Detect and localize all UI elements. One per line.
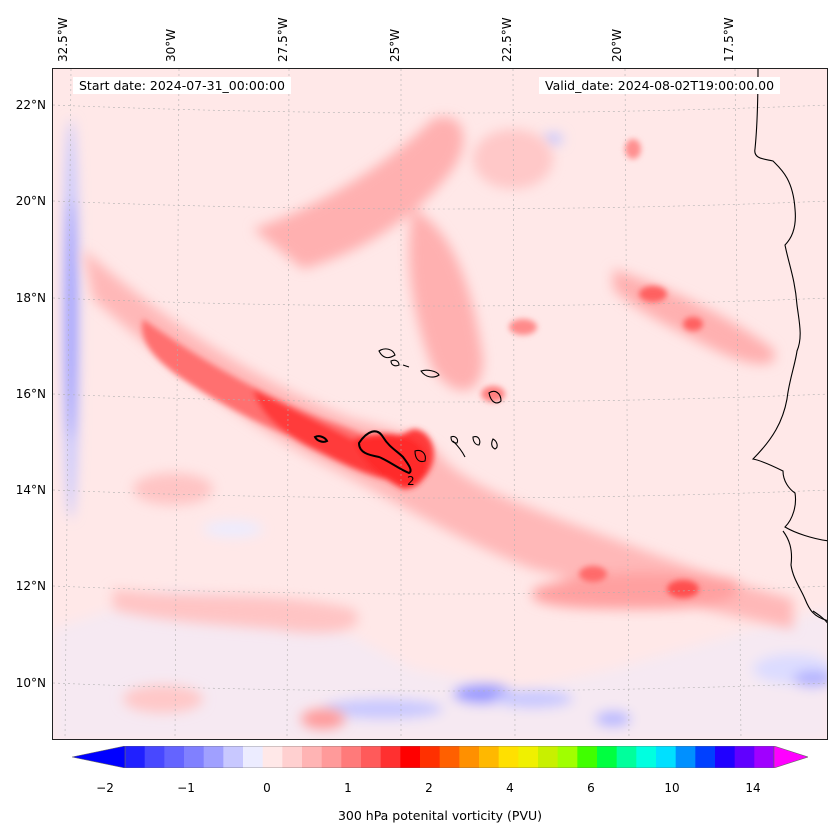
lon-label-22-5w: 22.5°W	[500, 17, 514, 62]
graticule	[53, 69, 827, 739]
lat-label-22n: 22°N	[15, 98, 46, 112]
contour-label: 2	[407, 474, 415, 488]
colorbar-min-arrow	[72, 746, 126, 768]
colorbar-cell	[577, 746, 598, 768]
colorbar-cell	[203, 746, 224, 768]
pv-mid-regions	[83, 117, 793, 729]
colorbar-cell	[538, 746, 559, 768]
colorbar-cell	[164, 746, 185, 768]
colorbar-cell	[459, 746, 480, 768]
pv-high-regions	[142, 139, 703, 598]
colorbar-cell	[400, 746, 421, 768]
colorbar-cell	[715, 746, 736, 768]
colorbar-cell	[184, 746, 205, 768]
lat-label-10n: 10°N	[15, 676, 46, 690]
colorbar-cell	[754, 746, 775, 768]
colorbar-cell	[616, 746, 637, 768]
colorbar-max-arrow	[773, 746, 808, 768]
colorbar-cell	[498, 746, 519, 768]
colorbar-cells	[124, 746, 775, 768]
colorbar-tick-2: 2	[425, 781, 433, 795]
colorbar-tick-10: 10	[664, 781, 680, 795]
lon-label-17-5w: 17.5°W	[722, 17, 736, 62]
colorbar-cell	[734, 746, 755, 768]
colorbar-cell	[420, 746, 441, 768]
lon-label-32-5w: 32.5°W	[56, 17, 70, 62]
map-panel: 2	[52, 68, 828, 740]
colorbar-cell	[341, 746, 362, 768]
colorbar-cell	[439, 746, 460, 768]
colorbar-cell	[636, 746, 657, 768]
lat-label-20n: 20°N	[15, 194, 46, 208]
lon-label-27-5w: 27.5°W	[276, 17, 290, 62]
pv-contour-2	[313, 430, 412, 475]
colorbar-tick-14: 14	[745, 781, 761, 795]
colorbar-cell	[695, 746, 716, 768]
colorbar-label: 300 hPa potenital vorticity (PVU)	[337, 808, 543, 823]
lat-label-12n: 12°N	[15, 579, 46, 593]
lon-label-30w: 30°W	[164, 28, 178, 62]
colorbar-cell	[262, 746, 283, 768]
lon-label-20w: 20°W	[610, 28, 624, 62]
colorbar-cell	[302, 746, 323, 768]
colorbar-tick-4: 4	[506, 781, 514, 795]
colorbar-cell	[656, 746, 677, 768]
start-date-label: Start date: 2024-07-31_00:00:00	[73, 77, 291, 94]
lat-label-16n: 16°N	[15, 387, 46, 401]
colorbar-cell	[597, 746, 618, 768]
colorbar-tick--2: −2	[96, 781, 114, 795]
colorbar-cell	[518, 746, 539, 768]
colorbar-tick--1: −1	[177, 781, 195, 795]
colorbar-cell	[675, 746, 696, 768]
valid-date-label: Valid_date: 2024-08-02T19:00:00.00	[539, 77, 781, 94]
colorbar	[72, 746, 808, 768]
lon-label-25w: 25°W	[388, 28, 402, 62]
colorbar-tick-6: 6	[587, 781, 595, 795]
lat-label-14n: 14°N	[15, 483, 46, 497]
colorbar-tick-1: 1	[344, 781, 352, 795]
colorbar-cell	[243, 746, 264, 768]
colorbar-cell	[557, 746, 578, 768]
coastline	[378, 69, 827, 624]
colorbar-tick-0: 0	[263, 781, 271, 795]
colorbar-cell	[125, 746, 146, 768]
pv-field-map: 2	[53, 69, 827, 739]
lat-label-18n: 18°N	[15, 291, 46, 305]
colorbar-cell	[479, 746, 500, 768]
colorbar-cell	[361, 746, 382, 768]
colorbar-cell	[282, 746, 303, 768]
colorbar-cell	[223, 746, 244, 768]
colorbar-cell	[321, 746, 342, 768]
colorbar-cell	[380, 746, 401, 768]
colorbar-cell	[144, 746, 165, 768]
